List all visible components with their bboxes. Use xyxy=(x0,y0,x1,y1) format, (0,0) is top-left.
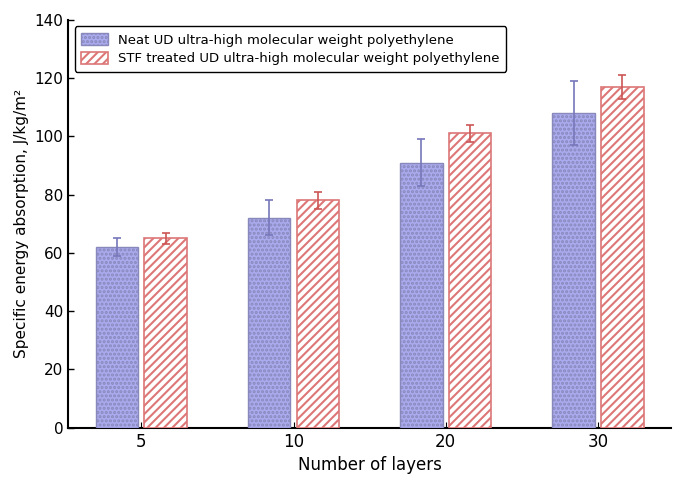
Bar xyxy=(248,218,290,427)
X-axis label: Number of layers: Number of layers xyxy=(298,456,442,474)
Bar xyxy=(96,247,138,427)
Bar xyxy=(449,134,491,427)
Bar xyxy=(145,238,187,427)
Bar xyxy=(297,201,339,427)
Bar xyxy=(601,87,644,427)
Y-axis label: Specific energy absorption, J/kg/m²: Specific energy absorption, J/kg/m² xyxy=(14,89,29,358)
Bar xyxy=(400,163,443,427)
Bar xyxy=(552,113,595,427)
Legend: Neat UD ultra-high molecular weight polyethylene, STF treated UD ultra-high mole: Neat UD ultra-high molecular weight poly… xyxy=(75,26,506,72)
